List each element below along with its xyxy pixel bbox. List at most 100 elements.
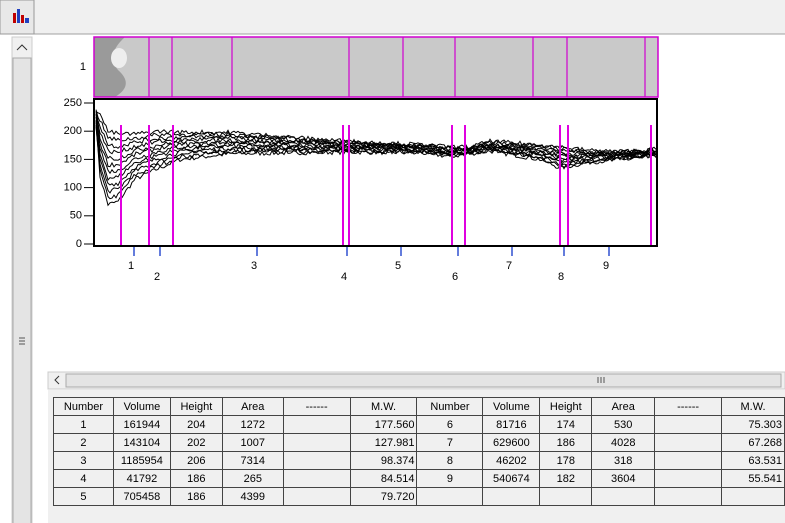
volume-cell: 161944 bbox=[112, 415, 171, 434]
height-cell: 178 bbox=[539, 451, 593, 470]
toolbar bbox=[0, 0, 785, 34]
mw-cell: 55.541 bbox=[721, 469, 785, 488]
scroll-thumb[interactable] bbox=[12, 57, 32, 523]
number-cell: 9 bbox=[416, 469, 484, 488]
header-cell: M.W. bbox=[721, 397, 785, 416]
header-cell: Area bbox=[591, 397, 656, 416]
results-table: Number Volume Height Area ------ M.W. Number Vo… bbox=[53, 397, 785, 506]
band-label: 2 bbox=[154, 271, 160, 283]
mw-cell: 79.720 bbox=[349, 487, 418, 506]
volume-cell: 81716 bbox=[482, 415, 541, 434]
header-cell: Number bbox=[53, 397, 114, 416]
volume-cell: 41792 bbox=[112, 469, 171, 488]
area-cell: 1007 bbox=[221, 433, 284, 452]
mw-cell: 67.268 bbox=[721, 433, 785, 452]
number-cell: 4 bbox=[53, 469, 114, 488]
y-tick-label: 200 bbox=[64, 125, 82, 137]
profile-trace bbox=[95, 110, 657, 156]
band-label: 5 bbox=[395, 260, 401, 272]
header-cell: Height bbox=[169, 397, 223, 416]
volume-cell: 1185954 bbox=[112, 451, 171, 470]
band-label: 4 bbox=[341, 271, 347, 283]
lane-frame bbox=[93, 36, 659, 98]
y-tick-label: 0 bbox=[76, 238, 82, 250]
y-tick-label: 50 bbox=[70, 210, 82, 222]
blank-cell bbox=[282, 469, 351, 488]
height-cell: 174 bbox=[539, 415, 593, 434]
number-cell: 3 bbox=[53, 451, 114, 470]
profile-trace bbox=[95, 119, 657, 175]
blank-cell bbox=[654, 433, 723, 452]
band-label: 6 bbox=[452, 271, 458, 283]
h-scroll-thumb[interactable] bbox=[65, 373, 782, 388]
area-cell: 1272 bbox=[221, 415, 284, 434]
histogram-icon bbox=[13, 9, 29, 23]
scroll-up[interactable] bbox=[16, 44, 28, 51]
volume-cell: 540674 bbox=[482, 469, 541, 488]
band-label: 3 bbox=[251, 260, 257, 272]
area-cell: 4028 bbox=[591, 433, 656, 452]
data-row: 2 143104 202 1007 127.981 7 629600 186 4028 67.26… bbox=[53, 433, 785, 452]
header-cell: Volume bbox=[482, 397, 541, 416]
number-cell: 6 bbox=[416, 415, 484, 434]
volume-cell bbox=[482, 487, 541, 506]
mw-cell: 177.560 bbox=[349, 415, 418, 434]
header-cell: ------ bbox=[654, 397, 723, 416]
height-cell: 206 bbox=[169, 451, 223, 470]
band-label: 8 bbox=[558, 271, 564, 283]
band-label: 9 bbox=[603, 260, 609, 272]
blank-cell bbox=[282, 451, 351, 470]
header-cell: Area bbox=[221, 397, 284, 416]
number-cell bbox=[416, 487, 484, 506]
data-row: 5 705458 186 4399 79.720 bbox=[53, 487, 785, 506]
area-cell: 318 bbox=[591, 451, 656, 470]
volume-cell: 46202 bbox=[482, 451, 541, 470]
area-cell: 7314 bbox=[221, 451, 284, 470]
lane-blob bbox=[94, 37, 126, 97]
height-cell: 202 bbox=[169, 433, 223, 452]
number-cell: 1 bbox=[53, 415, 114, 434]
mw-cell: 127.981 bbox=[349, 433, 418, 452]
number-cell: 7 bbox=[416, 433, 484, 452]
scroll-left[interactable] bbox=[54, 375, 60, 385]
area-cell bbox=[591, 487, 656, 506]
area-cell: 4399 bbox=[221, 487, 284, 506]
blank-cell bbox=[282, 433, 351, 452]
header-row: Number Volume Height Area ------ M.W. Number Vo… bbox=[53, 397, 785, 416]
profile-trace bbox=[95, 121, 657, 187]
blank-cell bbox=[654, 415, 723, 434]
header-cell: ------ bbox=[282, 397, 351, 416]
h-thumb-grip bbox=[597, 377, 605, 383]
profile-trace bbox=[95, 114, 657, 168]
y-tick-label: 150 bbox=[64, 153, 82, 165]
volume-cell: 143104 bbox=[112, 433, 171, 452]
area-cell: 530 bbox=[591, 415, 656, 434]
blank-cell bbox=[654, 451, 723, 470]
header-cell: Number bbox=[416, 397, 484, 416]
data-row: 1 161944 204 1272 177.560 6 81716 174 530 75.303 bbox=[53, 415, 785, 434]
mw-cell: 63.531 bbox=[721, 451, 785, 470]
height-cell: 186 bbox=[169, 469, 223, 488]
lane-image bbox=[94, 37, 658, 97]
height-cell: 204 bbox=[169, 415, 223, 434]
data-row: 4 41792 186 265 84.514 9 540674 182 3604 55.541 bbox=[53, 469, 785, 488]
volume-cell: 629600 bbox=[482, 433, 541, 452]
area-cell: 3604 bbox=[591, 469, 656, 488]
number-cell: 2 bbox=[53, 433, 114, 452]
height-cell bbox=[539, 487, 593, 506]
lane-spot bbox=[111, 48, 127, 68]
area-cell: 265 bbox=[221, 469, 284, 488]
blank-cell bbox=[654, 487, 723, 506]
mw-cell: 84.514 bbox=[349, 469, 418, 488]
band-label: 7 bbox=[506, 260, 512, 272]
header-cell: Volume bbox=[112, 397, 171, 416]
y-tick-label: 250 bbox=[64, 97, 82, 109]
profile-trace bbox=[95, 111, 657, 154]
y-tick-label: 100 bbox=[64, 182, 82, 194]
thumb-grip bbox=[19, 337, 25, 345]
number-cell: 8 bbox=[416, 451, 484, 470]
data-row: 3 1185954 206 7314 98.374 8 46202 178 318 63.531 bbox=[53, 451, 785, 470]
band-label: 1 bbox=[128, 260, 134, 272]
height-cell: 186 bbox=[539, 433, 593, 452]
volume-cell: 705458 bbox=[112, 487, 171, 506]
